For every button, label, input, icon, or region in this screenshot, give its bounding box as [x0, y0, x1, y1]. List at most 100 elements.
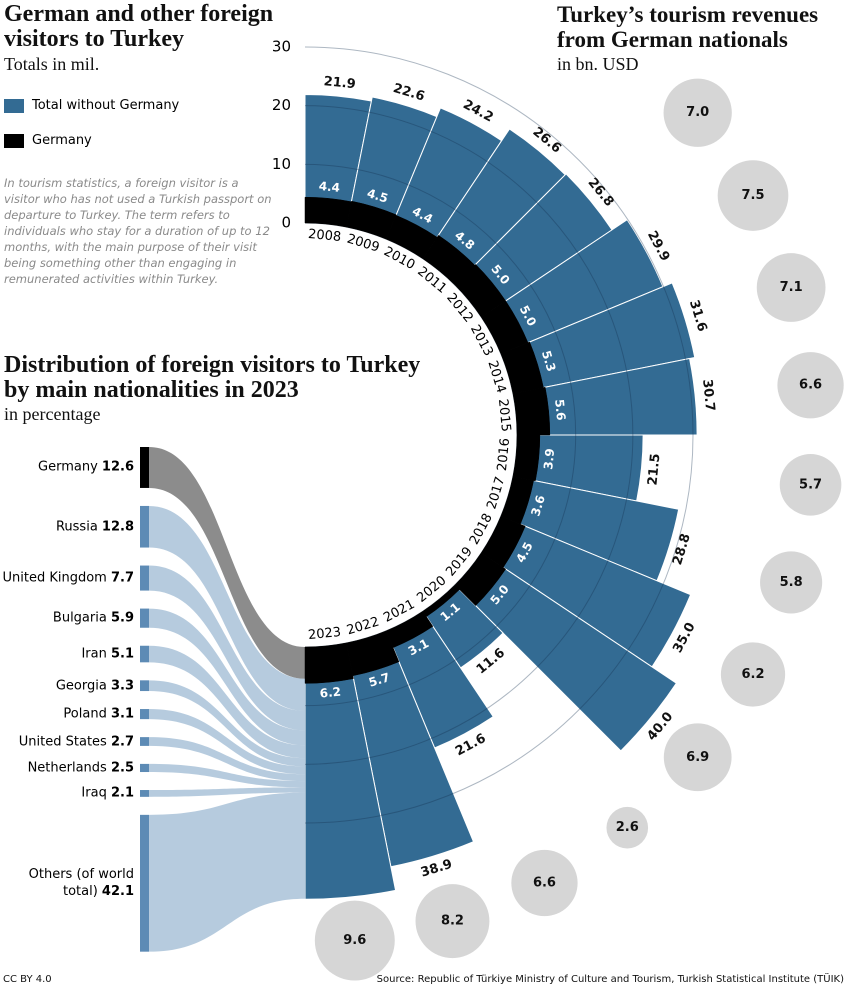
- value-label: 9.6: [343, 933, 366, 948]
- value-label: 3.1: [110, 706, 134, 722]
- category-label: Bulgaria 5.9: [53, 610, 134, 627]
- value-label: 5.6: [552, 399, 568, 422]
- chart-title: Turkey’s tourism revenues from German na…: [557, 2, 819, 52]
- value-label: 7.7: [110, 570, 134, 586]
- legend-label: Germany: [32, 133, 92, 148]
- value-label: 4.4: [318, 179, 341, 195]
- value-label: 6.9: [686, 750, 709, 765]
- value-label: 5.8: [780, 575, 803, 590]
- value-label: 30.7: [699, 379, 717, 412]
- bubble: [663, 78, 732, 147]
- grid-line: [304, 163, 577, 707]
- bubble: [756, 253, 826, 322]
- category-name: United States: [18, 734, 107, 749]
- flow: [149, 787, 305, 797]
- value-label: 7.5: [742, 188, 765, 203]
- grid-line: [304, 105, 634, 765]
- flow: [149, 505, 305, 712]
- value-label: 4.5: [365, 186, 389, 206]
- bubble: [511, 849, 578, 917]
- value-label: 6.2: [319, 685, 342, 701]
- legend-item: Germany: [4, 133, 92, 148]
- bubble: [720, 642, 786, 707]
- category-label: 2016: [495, 437, 513, 471]
- value-label: 42.1: [101, 884, 134, 900]
- legend-swatch: [4, 133, 24, 148]
- category-label: Netherlands 2.5: [28, 759, 134, 776]
- flow: [149, 680, 305, 767]
- category-name: Netherlands: [27, 760, 107, 776]
- category-label: 2008: [307, 227, 341, 245]
- value-label: 5.9: [110, 610, 134, 626]
- value-label: 8.2: [441, 914, 464, 929]
- bubble: [779, 453, 842, 516]
- bubble: [415, 884, 490, 959]
- category-label: Russia 12.8: [56, 518, 134, 535]
- value-label: 2.7: [110, 734, 134, 749]
- value-label: 3.3: [110, 678, 134, 694]
- flow: [149, 737, 305, 782]
- bar: [140, 814, 149, 952]
- value-label: 5.7: [799, 477, 822, 492]
- value-label: 6.2: [742, 667, 765, 682]
- value-label: 21.5: [645, 453, 663, 486]
- category-label: Germany 12.6: [38, 459, 134, 476]
- value-label: 31.6: [686, 298, 710, 333]
- note: In tourism statistics, a foreign visitor…: [4, 176, 272, 286]
- value-label: 3.9: [541, 448, 557, 471]
- flow: [149, 447, 305, 679]
- chart-title: German and other foreign visitors to Tur…: [4, 1, 274, 52]
- y-tick-label: 30: [272, 38, 291, 56]
- bar: [140, 790, 149, 797]
- bubble: [314, 900, 395, 981]
- value-label: 38.9: [419, 857, 454, 881]
- value-label: 2.5: [110, 760, 134, 776]
- value-label: 28.8: [670, 532, 694, 567]
- bar: [454, 552, 507, 607]
- value-label: 21.9: [323, 74, 356, 92]
- bar: [304, 642, 354, 684]
- bar: [140, 763, 149, 773]
- category-label: United States 2.7: [19, 733, 134, 750]
- value-label: 5.3: [539, 349, 559, 373]
- legend-label: Total without Germany: [32, 98, 180, 113]
- category-name: Iran: [81, 646, 107, 662]
- bar: [512, 434, 541, 482]
- bar: [304, 196, 352, 228]
- chart-subtitle: in bn. USD: [557, 54, 639, 74]
- chart-subtitle: in percentage: [4, 404, 101, 424]
- bar: [140, 565, 149, 591]
- y-tick-label: 10: [272, 155, 291, 173]
- bubble: [717, 160, 789, 231]
- category-name: Bulgaria: [52, 610, 107, 626]
- flow: [149, 608, 305, 746]
- license: CC BY 4.0: [3, 974, 52, 985]
- flow: [149, 792, 305, 952]
- bubble: [606, 806, 649, 849]
- chart-title: Distribution of foreign visitors to Turk…: [4, 352, 421, 403]
- value-label: 2.1: [110, 785, 134, 801]
- category-name: Others (of world total): [28, 867, 134, 900]
- bubble: [760, 551, 823, 614]
- flow: [149, 565, 305, 731]
- category-label: United Kingdom 7.7: [2, 570, 134, 587]
- bar: [140, 645, 149, 663]
- category-name: United Kingdom: [2, 570, 107, 586]
- bar: [346, 200, 397, 240]
- category-name: Poland: [63, 706, 107, 722]
- value-label: 5.7: [367, 670, 391, 690]
- value-label: 22.6: [391, 81, 426, 105]
- bar: [140, 505, 149, 548]
- category-label: Georgia 3.3: [56, 677, 134, 694]
- grid-line: [304, 46, 694, 824]
- chart-subtitle: Totals in mil.: [4, 54, 100, 74]
- flow: [149, 645, 305, 759]
- bubble: [663, 723, 732, 792]
- bar: [140, 709, 149, 720]
- value-label: 2.6: [616, 820, 639, 835]
- bar: [140, 447, 149, 488]
- category-label: Poland 3.1: [63, 706, 134, 723]
- y-tick-label: 20: [272, 96, 291, 114]
